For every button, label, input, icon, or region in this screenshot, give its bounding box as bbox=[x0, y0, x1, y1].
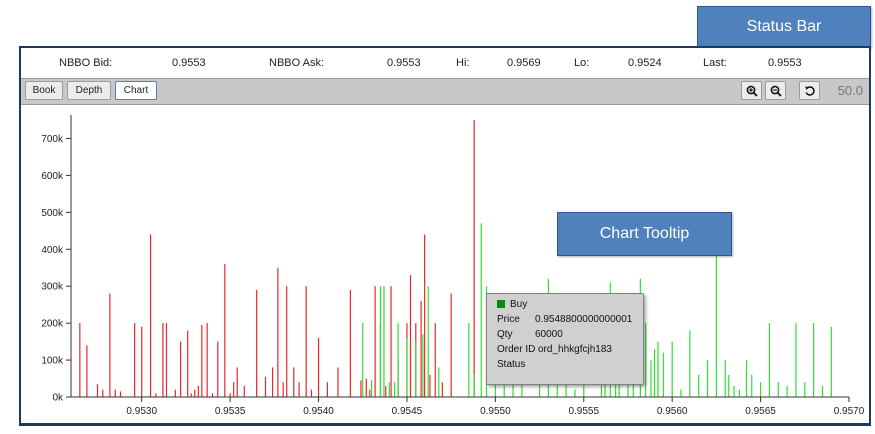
chart-toolbar: Book Depth Chart 50.0 bbox=[21, 78, 869, 105]
chart-tooltip: Buy Price 0.9548800000000001 Qty 60000 O… bbox=[486, 293, 644, 385]
volume-chart[interactable]: 0k 100k 200k 300k 400k 500k 600k 700k 0.9530 0.95… bbox=[21, 105, 869, 425]
tooltip-side: Buy bbox=[510, 299, 528, 310]
nbbo-ask-label: NBBO Ask: bbox=[269, 57, 325, 69]
tooltip-qty-label: Qty bbox=[497, 329, 513, 340]
x-tick-label: 0.9565 bbox=[745, 406, 776, 417]
tab-chart[interactable]: Chart bbox=[115, 81, 157, 100]
tooltip-qty-value: 60000 bbox=[535, 329, 563, 340]
lo-value: 0.9524 bbox=[628, 57, 662, 69]
nbbo-bid-label: NBBO Bid: bbox=[59, 57, 113, 69]
status-bar: NBBO Bid: 0.9553 NBBO Ask: 0.9553 Hi: 0.… bbox=[23, 50, 867, 76]
buy-swatch bbox=[497, 300, 505, 308]
reset-zoom-button[interactable] bbox=[799, 81, 820, 100]
y-tick-label: 0k bbox=[52, 393, 64, 404]
status-bar-callout: Status Bar bbox=[697, 6, 871, 48]
tooltip-qty-row: Qty 60000 bbox=[497, 329, 643, 344]
zoom-in-button[interactable] bbox=[741, 81, 762, 100]
tooltip-order-id-label: Order ID bbox=[497, 344, 536, 355]
tooltip-price-value: 0.9548800000000001 bbox=[535, 314, 633, 325]
tooltip-order-row: Order ID ord_hhkgfcjh183 bbox=[497, 344, 643, 359]
hi-label: Hi: bbox=[456, 57, 470, 69]
x-tick-label: 0.9535 bbox=[215, 406, 246, 417]
x-tick-label: 0.9570 bbox=[834, 406, 865, 417]
nbbo-ask-value: 0.9553 bbox=[387, 57, 421, 69]
x-tick-label: 0.9550 bbox=[480, 406, 511, 417]
lo-label: Lo: bbox=[574, 57, 590, 69]
last-value: 0.9553 bbox=[768, 57, 802, 69]
tooltip-price-label: Price bbox=[497, 314, 520, 325]
nbbo-bid-value: 0.9553 bbox=[172, 57, 206, 69]
tooltip-order-id-value: ord_hhkgfcjh183 bbox=[538, 344, 612, 355]
x-tick-label: 0.9540 bbox=[303, 406, 334, 417]
y-tick-label: 400k bbox=[41, 245, 64, 256]
tooltip-side-row: Buy bbox=[497, 299, 643, 314]
status-bar-callout-label: Status Bar bbox=[746, 18, 822, 35]
chart-area[interactable]: 0k 100k 200k 300k 400k 500k 600k 700k 0.9530 0.95… bbox=[21, 105, 869, 423]
zoom-in-icon bbox=[746, 85, 758, 97]
y-tick-label: 500k bbox=[41, 208, 64, 219]
tooltip-status-row: Status bbox=[497, 359, 643, 374]
x-tick-label: 0.9555 bbox=[568, 406, 599, 417]
tab-depth[interactable]: Depth bbox=[67, 81, 111, 100]
tab-book[interactable]: Book bbox=[25, 81, 63, 100]
tooltip-price-row: Price 0.9548800000000001 bbox=[497, 314, 643, 329]
y-tick-label: 600k bbox=[41, 171, 64, 182]
tooltip-status-label: Status bbox=[497, 359, 526, 370]
last-label: Last: bbox=[703, 57, 727, 69]
zoom-level: 50.0 bbox=[837, 83, 863, 98]
chart-tooltip-callout-label: Chart Tooltip bbox=[599, 225, 690, 242]
reset-icon bbox=[804, 85, 815, 96]
y-tick-label: 700k bbox=[41, 134, 64, 145]
y-tick-label: 100k bbox=[41, 356, 64, 367]
x-tick-label: 0.9530 bbox=[126, 406, 157, 417]
x-tick-label: 0.9560 bbox=[657, 406, 688, 417]
y-tick-label: 300k bbox=[41, 282, 64, 293]
chart-tooltip-callout: Chart Tooltip bbox=[557, 212, 732, 256]
y-tick-label: 200k bbox=[41, 319, 64, 330]
zoom-out-icon bbox=[770, 85, 782, 97]
hi-value: 0.9569 bbox=[507, 57, 541, 69]
zoom-out-button[interactable] bbox=[765, 81, 786, 100]
x-tick-label: 0.9545 bbox=[392, 406, 423, 417]
trading-widget: NBBO Bid: 0.9553 NBBO Ask: 0.9553 Hi: 0.… bbox=[19, 46, 871, 426]
